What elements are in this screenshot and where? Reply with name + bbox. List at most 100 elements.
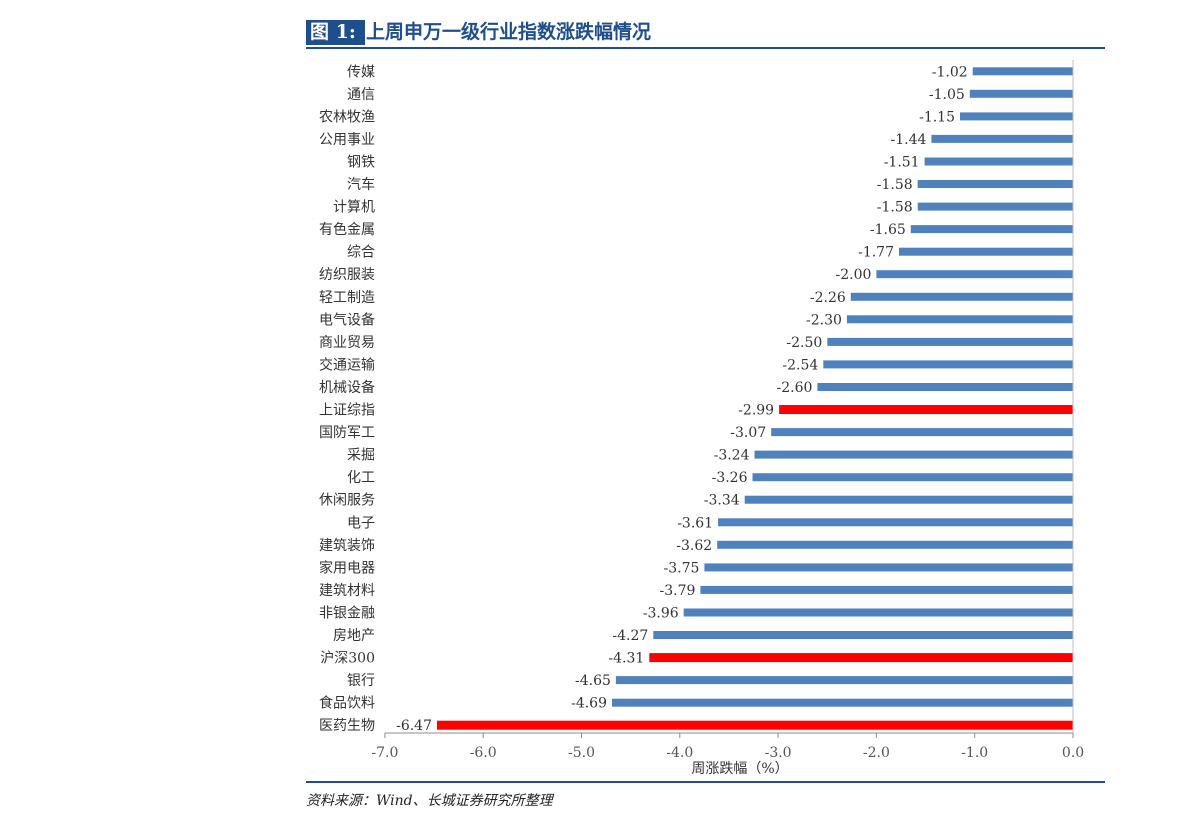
data-label: -2.54 <box>782 357 818 373</box>
data-label: -1.15 <box>919 109 955 125</box>
bar <box>960 112 1073 121</box>
category-label: 医药生物 <box>319 718 375 734</box>
x-tick-label: -5.0 <box>568 745 595 761</box>
x-tick-label: -7.0 <box>371 745 398 761</box>
x-tick-label: -1.0 <box>961 745 988 761</box>
data-label: -2.30 <box>806 312 842 328</box>
category-label: 计算机 <box>333 200 375 216</box>
category-label: 食品饮料 <box>319 695 375 712</box>
bar <box>924 157 1073 166</box>
category-label: 建筑材料 <box>319 583 375 599</box>
category-label: 化工 <box>347 470 375 486</box>
bar <box>649 653 1073 663</box>
bar <box>718 518 1073 527</box>
x-tick-label: -6.0 <box>470 745 497 761</box>
data-label: -3.79 <box>659 583 695 599</box>
data-label: -1.65 <box>870 222 906 238</box>
bar <box>827 337 1074 346</box>
data-label: -1.02 <box>932 64 968 80</box>
category-label: 国防军工 <box>319 425 375 441</box>
x-tick-label: 0.0 <box>1062 745 1084 761</box>
data-label: -4.31 <box>608 651 644 667</box>
data-label: -3.75 <box>663 560 699 576</box>
data-label: -6.47 <box>396 718 432 734</box>
category-label: 银行 <box>347 673 375 689</box>
category-label: 上证综指 <box>319 403 375 419</box>
category-label: 公用事业 <box>319 132 375 148</box>
category-label: 通信 <box>347 87 375 103</box>
x-axis-title: 周涨跌幅（%） <box>691 761 788 777</box>
data-label: -1.05 <box>929 87 965 103</box>
bar <box>969 89 1073 98</box>
category-label: 家用电器 <box>319 559 375 576</box>
category-label: 纺织服装 <box>319 267 375 283</box>
bar <box>917 202 1073 211</box>
bar <box>931 134 1073 143</box>
x-tick-label: -2.0 <box>863 745 890 761</box>
category-label: 电气设备 <box>319 311 375 328</box>
data-label: -1.51 <box>884 155 920 171</box>
data-label: -4.65 <box>575 673 611 689</box>
data-label: -3.62 <box>676 538 712 554</box>
data-label: -3.34 <box>704 493 740 509</box>
bar <box>850 292 1073 301</box>
bar <box>876 270 1073 279</box>
x-tick-label: -4.0 <box>666 745 693 761</box>
data-label: -1.58 <box>877 200 913 216</box>
bar <box>615 676 1073 685</box>
bar <box>744 495 1073 504</box>
data-label: -3.61 <box>677 515 713 531</box>
figure-title: 上周申万一级行业指数涨跌幅情况 <box>366 21 652 43</box>
bar <box>846 315 1073 324</box>
bars-layer <box>437 67 1074 730</box>
category-label: 农林牧渔 <box>319 109 375 125</box>
category-label: 沪深300 <box>320 651 375 667</box>
x-tick-label: -3.0 <box>765 745 792 761</box>
bar <box>717 540 1073 549</box>
bar <box>910 225 1073 234</box>
axis-layer: -7.0 -6.0 -5.0 -4.0 -3.0 -2.0 -1.0 0.0 <box>371 60 1084 761</box>
category-label: 电子 <box>347 515 375 531</box>
data-label: -3.26 <box>712 470 748 486</box>
bar <box>817 383 1073 391</box>
figure-label: 图 1: <box>306 20 365 45</box>
bar <box>823 360 1073 369</box>
data-label: -4.27 <box>612 628 648 644</box>
labels-layer: -1.02 传媒 -1.05 通信 -1.15 农林牧渔 -1.44 公用事业 -1.51 钢铁 -… <box>319 64 968 734</box>
category-label: 综合 <box>347 245 375 261</box>
data-label: -2.99 <box>738 403 774 419</box>
bar <box>899 247 1073 256</box>
data-label: -1.77 <box>858 245 894 261</box>
data-label: -2.50 <box>786 335 822 351</box>
bar <box>771 428 1073 437</box>
bar <box>653 631 1073 639</box>
bar <box>752 473 1073 482</box>
category-label: 采掘 <box>347 448 375 464</box>
category-label: 建筑装饰 <box>319 538 375 554</box>
category-label: 房地产 <box>333 628 375 644</box>
figure-header: 图 1: 上周申万一级行业指数涨跌幅情况 <box>306 19 1105 49</box>
bar <box>437 720 1073 730</box>
data-label: -2.00 <box>835 267 871 283</box>
bar <box>779 405 1073 414</box>
data-label: -3.07 <box>730 425 766 441</box>
data-label: -3.96 <box>643 606 679 622</box>
category-label: 交通运输 <box>319 356 375 373</box>
category-label: 钢铁 <box>347 155 375 171</box>
source-note: 资料来源：Wind、长城证券研究所整理 <box>306 793 553 809</box>
bar <box>683 608 1073 617</box>
category-label: 机械设备 <box>319 379 375 396</box>
footer-divider <box>306 781 1105 783</box>
category-label: 休闲服务 <box>319 493 375 509</box>
bar <box>704 563 1073 572</box>
category-label: 汽车 <box>347 176 375 193</box>
category-label: 商业贸易 <box>319 335 375 351</box>
category-label: 轻工制造 <box>319 290 375 306</box>
bar <box>700 585 1073 594</box>
data-label: -4.69 <box>571 696 607 712</box>
category-label: 传媒 <box>347 64 375 80</box>
category-label: 有色金属 <box>319 221 375 238</box>
data-label: -1.44 <box>890 132 926 148</box>
bar <box>917 180 1073 188</box>
